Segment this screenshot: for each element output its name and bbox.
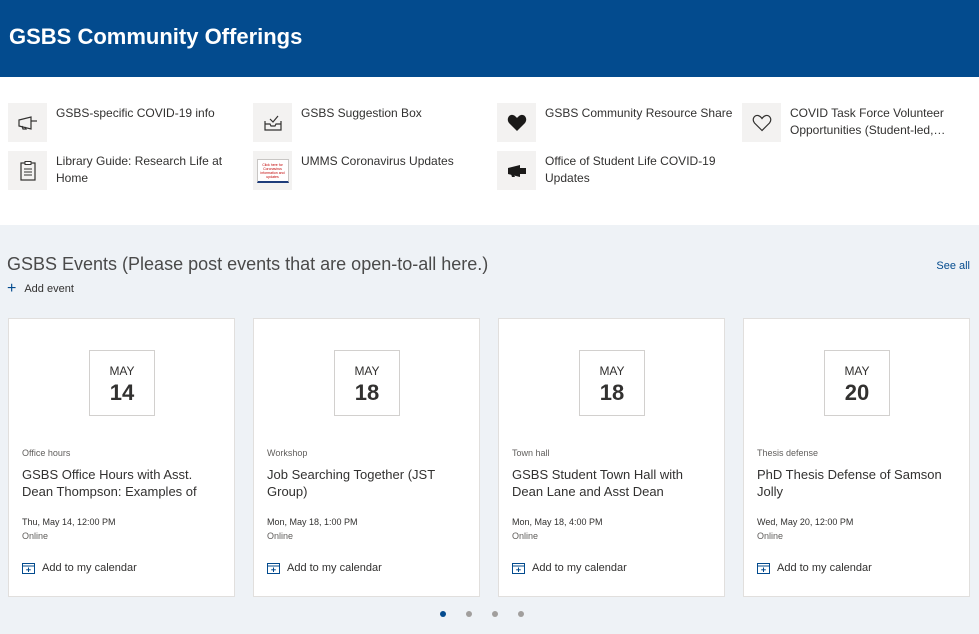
quick-link-label: COVID Task Force Volunteer Opportunities… xyxy=(790,106,946,137)
carousel-pager xyxy=(440,611,524,617)
quick-link-label: GSBS Community Resource Share xyxy=(545,106,733,120)
quick-link-label: Office of Student Life COVID-19 Updates xyxy=(545,154,716,185)
event-date: MAY 18 xyxy=(579,350,645,416)
add-to-calendar-label: Add to my calendar xyxy=(287,562,382,574)
page-header: GSBS Community Offerings xyxy=(0,0,979,77)
event-date: MAY 18 xyxy=(334,350,400,416)
event-day: 20 xyxy=(844,380,870,405)
coronavirus-thumbnail: Click here for Coronavirus information a… xyxy=(253,151,292,190)
event-date: MAY 14 xyxy=(89,350,155,416)
event-date: MAY 20 xyxy=(824,350,890,416)
event-location: Online xyxy=(267,531,294,541)
event-time: Thu, May 14, 12:00 PM xyxy=(22,517,116,527)
event-card[interactable]: MAY 20 Thesis defense PhD Thesis Defense… xyxy=(743,318,970,597)
add-to-calendar-button[interactable]: Add to my calendar xyxy=(512,562,627,574)
calendar-add-icon xyxy=(512,563,525,574)
event-card[interactable]: MAY 14 Office hours GSBS Office Hours wi… xyxy=(8,318,235,597)
event-title: PhD Thesis Defense of Samson Jolly xyxy=(757,467,942,499)
see-all-link[interactable]: See all xyxy=(936,260,970,272)
events-title: GSBS Events (Please post events that are… xyxy=(7,254,489,274)
events-section: GSBS Events (Please post events that are… xyxy=(0,225,979,634)
add-to-calendar-label: Add to my calendar xyxy=(532,562,627,574)
calendar-add-icon xyxy=(267,563,280,574)
quick-link-label: Library Guide: Research Life at Home xyxy=(56,154,223,185)
plus-icon: + xyxy=(7,280,17,297)
event-category: Workshop xyxy=(267,448,308,458)
event-title: GSBS Office Hours with Asst. Dean Thomps… xyxy=(22,467,197,499)
quick-link-task-force[interactable]: COVID Task Force Volunteer Opportunities… xyxy=(742,103,977,143)
add-event-label: Add event xyxy=(24,283,74,295)
add-to-calendar-button[interactable]: Add to my calendar xyxy=(22,562,137,574)
pager-dot-2[interactable] xyxy=(466,611,472,617)
heart-filled-icon xyxy=(497,103,536,142)
quick-link-student-life[interactable]: Office of Student Life COVID-19 Updates xyxy=(497,151,732,191)
quick-link-library-guide[interactable]: Library Guide: Research Life at Home xyxy=(8,151,243,191)
quick-link-label: GSBS-specific COVID-19 info xyxy=(56,106,215,120)
event-location: Online xyxy=(512,531,539,541)
quick-link-label: GSBS Suggestion Box xyxy=(301,106,422,120)
pager-dot-1[interactable] xyxy=(440,611,446,617)
pager-dot-3[interactable] xyxy=(492,611,498,617)
event-day: 18 xyxy=(354,380,380,405)
event-time: Wed, May 20, 12:00 PM xyxy=(757,517,854,527)
add-to-calendar-label: Add to my calendar xyxy=(777,562,872,574)
add-to-calendar-button[interactable]: Add to my calendar xyxy=(757,562,872,574)
inbox-icon xyxy=(253,103,292,142)
add-to-calendar-button[interactable]: Add to my calendar xyxy=(267,562,382,574)
pager-dot-4[interactable] xyxy=(518,611,524,617)
add-event-button[interactable]: + Add event xyxy=(7,280,74,297)
calendar-add-icon xyxy=(757,563,770,574)
event-card[interactable]: MAY 18 Workshop Job Searching Together (… xyxy=(253,318,480,597)
event-month: MAY xyxy=(109,364,135,378)
coronavirus-thumbnail-text: Click here for Coronavirus information a… xyxy=(256,158,289,183)
event-day: 18 xyxy=(599,380,625,405)
megaphone-filled-icon xyxy=(497,151,536,190)
quick-link-resource-share[interactable]: GSBS Community Resource Share xyxy=(497,103,732,143)
event-time: Mon, May 18, 4:00 PM xyxy=(512,517,603,527)
quick-link-covid-info[interactable]: GSBS-specific COVID-19 info xyxy=(8,103,243,143)
quick-link-label: UMMS Coronavirus Updates xyxy=(301,154,454,168)
event-month: MAY xyxy=(354,364,380,378)
quick-links: GSBS-specific COVID-19 info GSBS Suggest… xyxy=(0,77,979,225)
event-day: 14 xyxy=(109,380,135,405)
event-category: Office hours xyxy=(22,448,71,458)
event-month: MAY xyxy=(599,364,625,378)
heart-outline-icon xyxy=(742,103,781,142)
clipboard-icon xyxy=(8,151,47,190)
event-title: GSBS Student Town Hall with Dean Lane an… xyxy=(512,467,684,499)
event-month: MAY xyxy=(844,364,870,378)
event-time: Mon, May 18, 1:00 PM xyxy=(267,517,358,527)
add-to-calendar-label: Add to my calendar xyxy=(42,562,137,574)
event-category: Town hall xyxy=(512,448,550,458)
calendar-add-icon xyxy=(22,563,35,574)
event-card[interactable]: MAY 18 Town hall GSBS Student Town Hall … xyxy=(498,318,725,597)
megaphone-icon xyxy=(8,103,47,142)
event-category: Thesis defense xyxy=(757,448,819,458)
quick-link-umms-coronavirus[interactable]: Click here for Coronavirus information a… xyxy=(253,151,488,191)
page-title: GSBS Community Offerings xyxy=(9,24,303,49)
event-location: Online xyxy=(22,531,49,541)
event-location: Online xyxy=(757,531,784,541)
event-title: Job Searching Together (JST Group) xyxy=(267,467,435,499)
quick-link-suggestion-box[interactable]: GSBS Suggestion Box xyxy=(253,103,488,143)
